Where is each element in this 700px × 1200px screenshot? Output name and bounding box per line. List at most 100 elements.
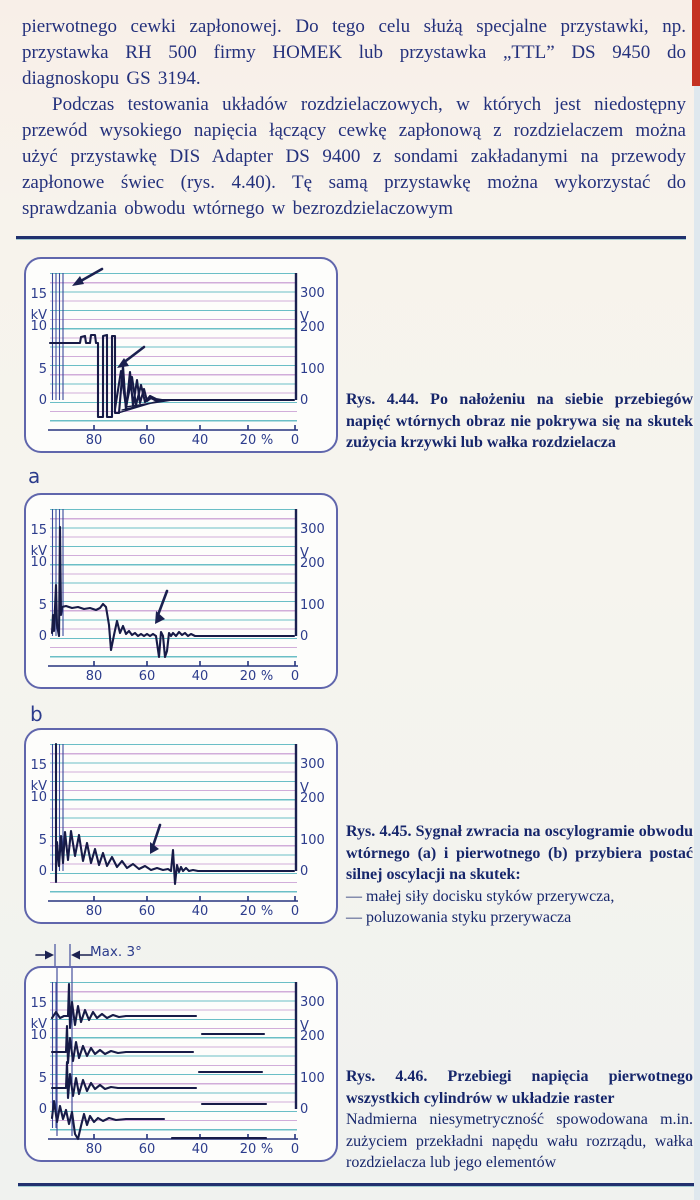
x-tick-0: 0: [290, 1142, 300, 1157]
y-left-tick-0: 0: [38, 393, 47, 408]
y-right-tick-300: 300: [300, 995, 325, 1010]
x-unit-percent: %: [260, 669, 274, 684]
arrow-line: [156, 589, 169, 617]
scope-frame: [48, 744, 298, 902]
y-left-tick-15: 15: [30, 523, 47, 538]
x-tick-40: 40: [191, 1142, 209, 1157]
y-left-tick-15: 15: [30, 996, 47, 1011]
scope-waveform-svg: [48, 267, 298, 431]
figure-letter-a: a: [28, 464, 41, 488]
y-left-tick-10: 10: [30, 790, 47, 805]
body-text: pierwotnego cewki zapłonowej. Do tego ce…: [22, 14, 686, 222]
y-right-unit-v: V: [300, 310, 309, 325]
x-tick-60: 60: [138, 904, 156, 919]
y-left-unit-kv: kV: [30, 1017, 47, 1032]
waveform-main: [54, 742, 296, 886]
y-left-unit-kv: kV: [30, 544, 47, 559]
waveform-overlay: [113, 369, 164, 411]
y-left-tick-10: 10: [30, 555, 47, 570]
waveform-main: [50, 525, 296, 659]
scope-waveform-svg: [48, 509, 298, 667]
y-right-tick-0: 0: [300, 629, 309, 644]
x-tick-0: 0: [290, 433, 300, 448]
y-right-tick-0: 0: [300, 1102, 309, 1117]
caption-fig-4-44: Rys. 4.44. Po nałożeniu na siebie przebi…: [346, 389, 693, 454]
caption-fig-4-45-text: Rys. 4.45. Sygnał zwracia na oscylogrami…: [346, 823, 693, 883]
oscilloscope-fig-4-45b: 15 kV 10 5 0 300 V 200 100 0 80 60 40 20…: [24, 728, 338, 924]
scope-gridlines: [50, 982, 297, 1138]
arrow-1-head-icon: [72, 276, 84, 286]
y-right-tick-100: 100: [300, 833, 325, 848]
y-left-tick-0: 0: [38, 864, 47, 879]
figure-letter-b: b: [30, 702, 43, 726]
caption-fig-4-46: Rys. 4.46. Przebiegi napięcia pierwotneg…: [346, 1066, 693, 1174]
scope-gridlines: [50, 509, 297, 665]
raster-trace-cylinder-2: [50, 1024, 264, 1074]
caption-fig-4-45-item-2: — poluzowania styku przerywacza: [346, 909, 572, 926]
x-tick-80: 80: [85, 669, 103, 684]
waveform-main: [48, 333, 296, 419]
y-left-tick-5: 5: [38, 362, 47, 377]
x-tick-0: 0: [290, 669, 300, 684]
y-right-unit-v: V: [300, 781, 309, 796]
x-tick-60: 60: [138, 433, 156, 448]
scope-frame: [48, 273, 298, 431]
y-left-tick-5: 5: [38, 598, 47, 613]
x-tick-40: 40: [191, 669, 209, 684]
raster-trace-cylinder-4: [50, 1099, 268, 1141]
y-right-tick-100: 100: [300, 1071, 325, 1086]
y-right-tick-300: 300: [300, 522, 325, 537]
x-tick-80: 80: [85, 433, 103, 448]
caption-fig-4-45: Rys. 4.45. Sygnał zwracia na oscylogrami…: [346, 821, 693, 929]
x-tick-20: 20: [239, 433, 257, 448]
oscilloscope-fig-4-45a: 15 kV 10 5 0 300 V 200 100 0 80 60 40 20…: [24, 493, 338, 689]
max-3-deg-label: Max. 3°: [90, 944, 142, 960]
page-edge-red-stripe: [692, 0, 700, 86]
x-tick-20: 20: [239, 669, 257, 684]
y-left-unit-kv: kV: [30, 779, 47, 794]
y-left-unit-kv: kV: [30, 308, 47, 323]
reference-lines: [54, 944, 71, 966]
scope-waveform-svg: [48, 742, 298, 902]
y-left-tick-0: 0: [38, 1102, 47, 1117]
y-right-tick-200: 200: [300, 320, 325, 335]
oscilloscope-fig-4-44: 15 kV 10 5 0 300 V 200 100 0 80 60 40 20…: [24, 257, 338, 453]
y-left-tick-15: 15: [30, 287, 47, 302]
paragraph-2: Podczas testowania układów rozdzielaczow…: [22, 94, 686, 219]
paragraph-1: pierwotnego cewki zapłonowej. Do tego ce…: [22, 16, 686, 89]
x-tick-20: 20: [239, 904, 257, 919]
arrow-1-line: [77, 267, 104, 284]
y-right-tick-0: 0: [300, 393, 309, 408]
y-left-tick-10: 10: [30, 1028, 47, 1043]
y-right-tick-100: 100: [300, 362, 325, 377]
y-left-tick-10: 10: [30, 319, 47, 334]
y-right-tick-200: 200: [300, 556, 325, 571]
y-right-tick-300: 300: [300, 757, 325, 772]
x-tick-0: 0: [290, 904, 300, 919]
raster-trace-cylinder-1: [50, 982, 266, 1036]
y-left-tick-5: 5: [38, 1071, 47, 1086]
y-right-tick-200: 200: [300, 1029, 325, 1044]
arrow-2-line: [121, 345, 146, 365]
y-left-tick-0: 0: [38, 629, 47, 644]
y-right-unit-v: V: [300, 546, 309, 561]
dimension-right-arrow-icon: [71, 950, 80, 960]
dimension-arrows-svg: [35, 944, 92, 966]
y-right-unit-v: V: [300, 1019, 309, 1034]
caption-fig-4-44-text: Rys. 4.44. Po nałożeniu na siebie przebi…: [346, 391, 693, 451]
arrow-line: [151, 823, 162, 848]
page-edge-shadow: [694, 86, 700, 1200]
y-right-tick-300: 300: [300, 286, 325, 301]
x-tick-60: 60: [138, 1142, 156, 1157]
y-left-tick-15: 15: [30, 758, 47, 773]
divider-bottom: [18, 1183, 700, 1186]
waveform-divergence-lines: [117, 399, 173, 414]
dimension-left-arrow-icon: [45, 950, 54, 960]
y-left-tick-5: 5: [38, 833, 47, 848]
arrow-2-head-icon: [117, 358, 129, 368]
x-tick-80: 80: [85, 1142, 103, 1157]
divider-top: [16, 236, 686, 239]
x-tick-40: 40: [191, 904, 209, 919]
scope-frame: [48, 509, 298, 667]
